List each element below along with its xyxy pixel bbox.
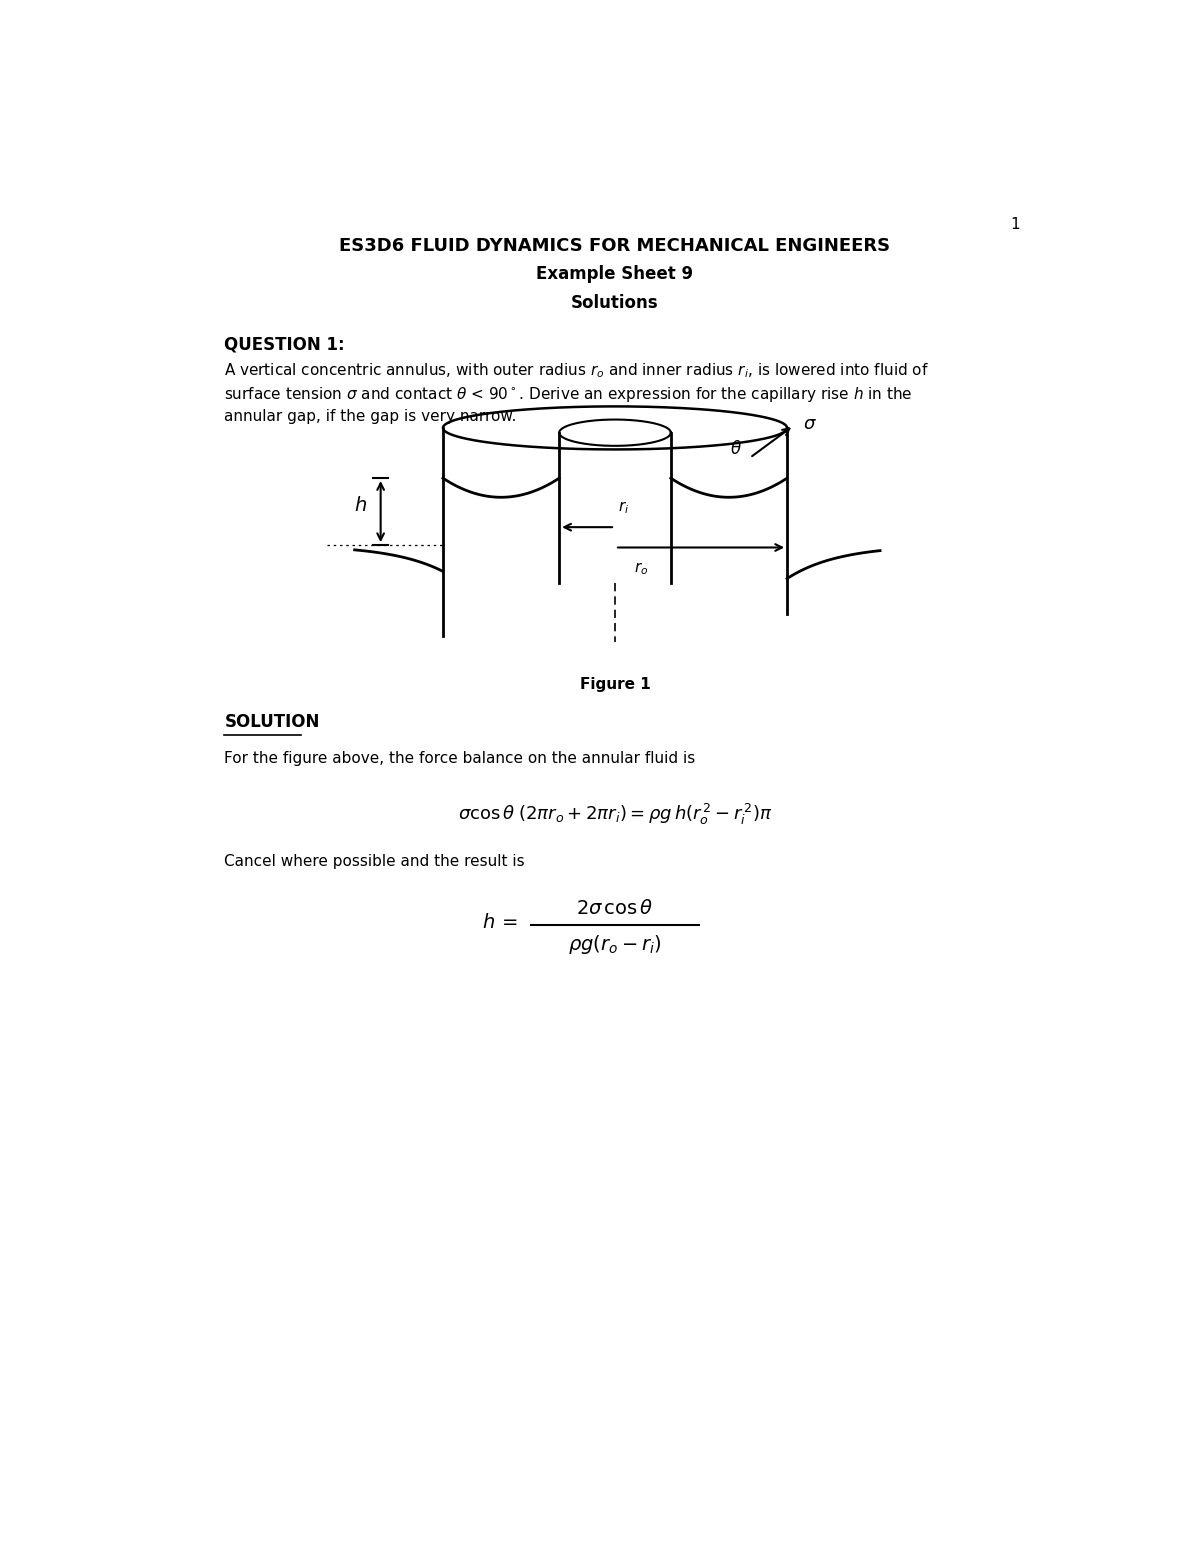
- Text: A vertical concentric annulus, with outer radius $r_o$ and inner radius $r_i$, i: A vertical concentric annulus, with oute…: [224, 360, 929, 379]
- Text: $r_i$: $r_i$: [618, 500, 629, 517]
- Text: Solutions: Solutions: [571, 294, 659, 312]
- Text: $\rho g(r_o - r_i)$: $\rho g(r_o - r_i)$: [569, 932, 661, 955]
- Text: surface tension $\sigma$ and contact $\theta$ < 90$^\circ$. Derive an expression: surface tension $\sigma$ and contact $\t…: [224, 385, 913, 404]
- Text: $2\sigma\,\cos\theta$: $2\sigma\,\cos\theta$: [576, 899, 654, 918]
- Text: 1: 1: [1010, 217, 1020, 233]
- Text: $\sigma \cos\theta \; (2\pi r_o + 2\pi r_i) = \rho g \, h (r_o^{\,2} - r_i^{\,2}: $\sigma \cos\theta \; (2\pi r_o + 2\pi r…: [457, 803, 773, 828]
- Text: $r_o$: $r_o$: [634, 561, 648, 578]
- Text: Cancel where possible and the result is: Cancel where possible and the result is: [224, 854, 526, 868]
- Text: Figure 1: Figure 1: [580, 677, 650, 691]
- Text: For the figure above, the force balance on the annular fluid is: For the figure above, the force balance …: [224, 750, 696, 766]
- Text: $\theta$: $\theta$: [730, 441, 742, 458]
- Text: Example Sheet 9: Example Sheet 9: [536, 266, 694, 283]
- Text: annular gap, if the gap is very narrow.: annular gap, if the gap is very narrow.: [224, 408, 517, 424]
- Text: QUESTION 1:: QUESTION 1:: [224, 335, 346, 354]
- Text: ES3D6 FLUID DYNAMICS FOR MECHANICAL ENGINEERS: ES3D6 FLUID DYNAMICS FOR MECHANICAL ENGI…: [340, 236, 890, 255]
- Text: SOLUTION: SOLUTION: [224, 713, 319, 730]
- Text: $h\,=$: $h\,=$: [481, 913, 517, 932]
- Text: $h$: $h$: [354, 495, 367, 516]
- Text: $\sigma$: $\sigma$: [803, 415, 817, 433]
